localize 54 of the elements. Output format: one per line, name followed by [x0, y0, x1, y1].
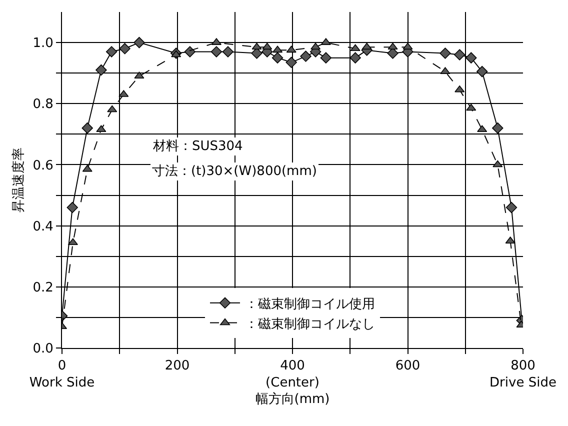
point	[222, 46, 234, 58]
point	[286, 56, 297, 68]
x-tick-label: 0 Work Side	[29, 358, 95, 390]
point	[454, 85, 465, 92]
point	[210, 46, 222, 58]
annotation: 材料：SUS304	[152, 139, 243, 154]
point	[466, 52, 477, 64]
point	[286, 46, 296, 53]
x-axis-title: 幅方向(mm)	[255, 391, 330, 408]
point	[492, 122, 504, 134]
x-tick-label: 600	[395, 358, 420, 374]
point	[492, 160, 503, 168]
point	[82, 122, 93, 134]
point	[134, 72, 144, 79]
point	[252, 42, 262, 50]
annotation: 寸法：(t)30×(W)800(mm)	[152, 164, 317, 179]
point	[350, 52, 361, 64]
point	[272, 46, 283, 53]
point	[107, 105, 118, 112]
x-tick-label: 400 (Center)	[266, 358, 320, 390]
y-tick-label: 0.4	[32, 219, 54, 234]
point	[96, 64, 107, 76]
y-tick-label: 0.0	[32, 342, 54, 357]
x-tick-label: 200	[164, 358, 190, 374]
point	[466, 104, 476, 111]
point	[362, 42, 372, 50]
point	[476, 66, 488, 78]
point	[184, 46, 196, 58]
y-tick-label: 0.8	[32, 97, 54, 112]
point	[262, 42, 272, 50]
legend-label: ：磁束制御コイルなし	[245, 316, 375, 332]
point	[119, 43, 130, 54]
point	[171, 50, 182, 58]
point	[82, 164, 92, 172]
point	[134, 36, 145, 48]
y-tick-label: 1.0	[32, 36, 54, 52]
point	[310, 42, 321, 50]
point	[440, 48, 451, 59]
point	[106, 46, 118, 58]
point	[388, 42, 398, 50]
point	[350, 44, 360, 52]
y-tick-label: 0.2	[32, 280, 54, 296]
point	[68, 238, 78, 246]
point	[320, 52, 332, 64]
x-tick-label: 800 Drive Side	[490, 358, 556, 390]
point	[402, 42, 413, 50]
point	[66, 202, 78, 214]
point	[454, 49, 466, 60]
legend-label: ：磁束制御コイル使用	[245, 296, 375, 312]
point	[300, 50, 312, 62]
point	[272, 52, 284, 64]
y-tick-label: 0.6	[32, 158, 54, 174]
point	[506, 202, 518, 214]
y-axis-title: 昇温速度率	[10, 148, 27, 212]
